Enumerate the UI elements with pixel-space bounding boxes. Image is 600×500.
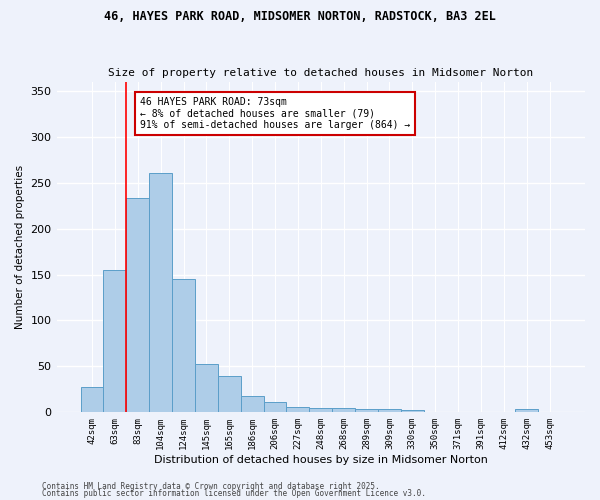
Bar: [263, 402, 286, 412]
Bar: [103, 270, 127, 412]
Bar: [127, 198, 149, 412]
Bar: [286, 407, 310, 412]
Y-axis label: Number of detached properties: Number of detached properties: [15, 165, 25, 329]
X-axis label: Distribution of detached houses by size in Midsomer Norton: Distribution of detached houses by size …: [154, 455, 488, 465]
Text: 46 HAYES PARK ROAD: 73sqm
← 8% of detached houses are smaller (79)
91% of semi-d: 46 HAYES PARK ROAD: 73sqm ← 8% of detach…: [140, 97, 410, 130]
Text: Contains public sector information licensed under the Open Government Licence v3: Contains public sector information licen…: [42, 490, 426, 498]
Bar: [378, 408, 401, 412]
Bar: [218, 376, 241, 412]
Bar: [149, 174, 172, 412]
Bar: [241, 396, 263, 412]
Bar: [310, 408, 332, 412]
Bar: [332, 408, 355, 412]
Bar: [195, 364, 218, 412]
Bar: [80, 386, 103, 412]
Bar: [401, 410, 424, 412]
Bar: [172, 279, 195, 412]
Bar: [355, 408, 378, 412]
Bar: [515, 408, 538, 412]
Text: Contains HM Land Registry data © Crown copyright and database right 2025.: Contains HM Land Registry data © Crown c…: [42, 482, 380, 491]
Text: 46, HAYES PARK ROAD, MIDSOMER NORTON, RADSTOCK, BA3 2EL: 46, HAYES PARK ROAD, MIDSOMER NORTON, RA…: [104, 10, 496, 23]
Title: Size of property relative to detached houses in Midsomer Norton: Size of property relative to detached ho…: [108, 68, 533, 78]
